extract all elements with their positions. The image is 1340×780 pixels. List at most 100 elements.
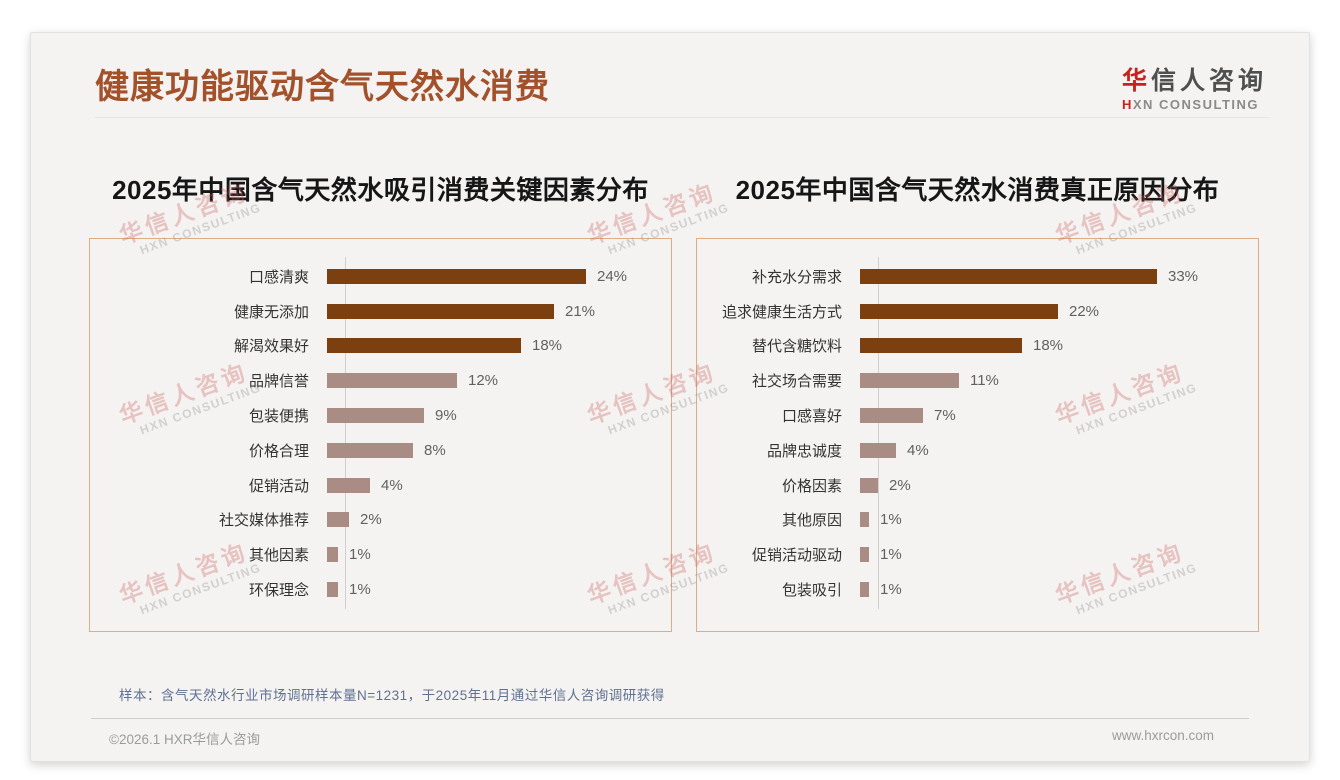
charts-area: 2025年中国含气天然水吸引消费关键因素分布 口感清爽 24% 健康无添加 21% 解渴…: [31, 174, 1309, 632]
bar-segment: [859, 373, 959, 389]
bar-category-label: 口感清爽: [248, 268, 309, 286]
bar-segment: [859, 512, 869, 528]
bar-value-label: 18%: [1032, 337, 1064, 355]
bar-segment: [859, 268, 1157, 284]
bar-category-label: 追求健康生活方式: [721, 303, 842, 321]
bar-value-label: 7%: [933, 407, 956, 425]
copyright-text: ©2026.1 HXR华信人咨询: [109, 732, 260, 747]
bar-track: 9%: [327, 407, 661, 424]
bar-row: 环保理念 1%: [100, 572, 661, 607]
bar-chart-left: 口感清爽 24% 健康无添加 21% 解渴效果好 18% 品牌信誉 12% 包装便携 9% 价格合理…: [100, 259, 661, 607]
bar-row: 社交场合需要 11%: [707, 363, 1248, 398]
bar-value-label: 1%: [349, 581, 371, 599]
bar-segment: [859, 338, 1022, 354]
logo-sub-rest: XN CONSULTING: [1132, 97, 1260, 112]
axis-line: [345, 257, 346, 609]
bar-track: 7%: [859, 407, 1248, 425]
bar-category-label: 价格合理: [248, 442, 309, 460]
bar-row: 价格合理 8%: [100, 433, 661, 468]
website-url: www.hxrcon.com: [1111, 728, 1214, 743]
bar-segment: [327, 547, 338, 563]
bar-value-label: 1%: [879, 581, 902, 599]
bar-category-label: 其他原因: [781, 512, 842, 530]
chart-title-left: 2025年中国含气天然水吸引消费关键因素分布: [112, 175, 649, 205]
bar-value-label: 4%: [906, 441, 929, 459]
bar-value-label: 33%: [1167, 267, 1199, 285]
logo-sub-accent: H: [1121, 97, 1133, 112]
slide-footer: ©2026.1 HXR华信人咨询 www.hxrcon.com: [31, 719, 1309, 748]
bar-value-label: 9%: [435, 407, 457, 425]
report-slide: 健康功能驱动含气天然水消费 华信人咨询 HXN CONSULTING 2025年…: [30, 32, 1310, 762]
bar-track: 1%: [327, 546, 661, 563]
bar-category-label: 包装吸引: [781, 582, 842, 600]
bar-track: 1%: [327, 581, 661, 598]
bar-track: 1%: [859, 581, 1248, 599]
bar-value-label: 11%: [969, 372, 999, 390]
bar-category-label: 其他因素: [248, 547, 309, 565]
company-logo: 华信人咨询 HXN CONSULTING: [1122, 63, 1267, 112]
slide-header: 健康功能驱动含气天然水消费 华信人咨询 HXN CONSULTING: [31, 33, 1309, 117]
bar-chart-right: 补充水分需求 33% 追求健康生活方式 22% 替代含糖饮料 18% 社交场合需要 11% 口感…: [707, 259, 1248, 607]
bar-row: 其他原因 1%: [707, 503, 1248, 538]
bar-row: 替代含糖饮料 18%: [707, 329, 1248, 364]
bar-row: 包装吸引 1%: [707, 572, 1248, 607]
bar-segment: [327, 268, 586, 284]
bar-track: 18%: [327, 337, 661, 354]
bar-category-label: 价格因素: [781, 477, 842, 495]
bar-row: 口感清爽 24%: [100, 259, 661, 294]
bar-row: 包装便携 9%: [100, 398, 661, 433]
bar-category-label: 健康无添加: [233, 303, 309, 321]
bar-segment: [859, 303, 1058, 319]
bar-value-label: 18%: [532, 337, 563, 355]
bar-value-label: 2%: [888, 476, 911, 494]
sample-footnote: 样本：含气天然水行业市场调研样本量N=1231，于2025年11月通过华信人咨询…: [119, 688, 665, 703]
logo-rest-chars: 信人咨询: [1150, 67, 1267, 95]
bar-segment: [859, 477, 878, 493]
chart-panel-left: 口感清爽 24% 健康无添加 21% 解渴效果好 18% 品牌信誉 12% 包装便携 9% 价格合理…: [89, 238, 672, 632]
bar-segment: [327, 582, 338, 598]
chart-section-consumption-reasons: 2025年中国含气天然水消费真正原因分布 补充水分需求 33% 追求健康生活方式 22…: [695, 174, 1259, 632]
bar-row: 解渴效果好 18%: [100, 329, 661, 364]
bar-category-label: 口感喜好: [781, 408, 842, 426]
bar-track: 4%: [859, 441, 1248, 459]
bar-segment: [859, 547, 869, 563]
bar-value-label: 4%: [381, 476, 403, 494]
chart-title-right: 2025年中国含气天然水消费真正原因分布: [735, 175, 1220, 205]
logo-accent-char: 华: [1121, 67, 1151, 95]
bar-segment: [327, 303, 554, 319]
title-separator: [95, 117, 1269, 118]
bar-segment: [327, 408, 424, 424]
bar-category-label: 包装便携: [248, 408, 309, 426]
bar-track: 2%: [327, 511, 661, 528]
bar-segment: [327, 512, 349, 528]
bar-category-label: 社交场合需要: [751, 373, 842, 391]
bar-value-label: 8%: [424, 441, 446, 459]
bar-category-label: 品牌信誉: [248, 373, 309, 391]
bar-value-label: 1%: [879, 546, 902, 564]
footer-separator: [91, 718, 1249, 719]
bar-track: 2%: [859, 476, 1248, 494]
bar-value-label: 1%: [349, 546, 371, 564]
bar-category-label: 补充水分需求: [751, 268, 842, 286]
bar-segment: [327, 373, 457, 389]
bar-segment: [859, 582, 869, 598]
bar-category-label: 解渴效果好: [233, 338, 309, 356]
bar-row: 其他因素 1%: [100, 537, 661, 572]
bar-track: 1%: [859, 511, 1248, 529]
bar-row: 价格因素 2%: [707, 468, 1248, 503]
bar-value-label: 21%: [565, 302, 596, 320]
bar-track: 8%: [327, 442, 661, 459]
bar-track: 4%: [327, 477, 661, 494]
bar-segment: [327, 338, 521, 354]
bar-segment: [327, 442, 413, 458]
bar-track: 22%: [859, 303, 1248, 320]
chart-panel-right: 补充水分需求 33% 追求健康生活方式 22% 替代含糖饮料 18% 社交场合需要 11% 口感…: [695, 238, 1259, 632]
bar-row: 品牌信誉 12%: [100, 363, 661, 398]
bar-track: 11%: [859, 372, 1248, 390]
bar-category-label: 促销活动驱动: [751, 547, 842, 565]
bar-track: 24%: [327, 268, 661, 285]
bar-value-label: 24%: [597, 267, 628, 285]
bar-value-label: 1%: [879, 511, 902, 529]
page-title: 健康功能驱动含气天然水消费: [95, 68, 550, 106]
bar-row: 健康无添加 21%: [100, 294, 661, 329]
